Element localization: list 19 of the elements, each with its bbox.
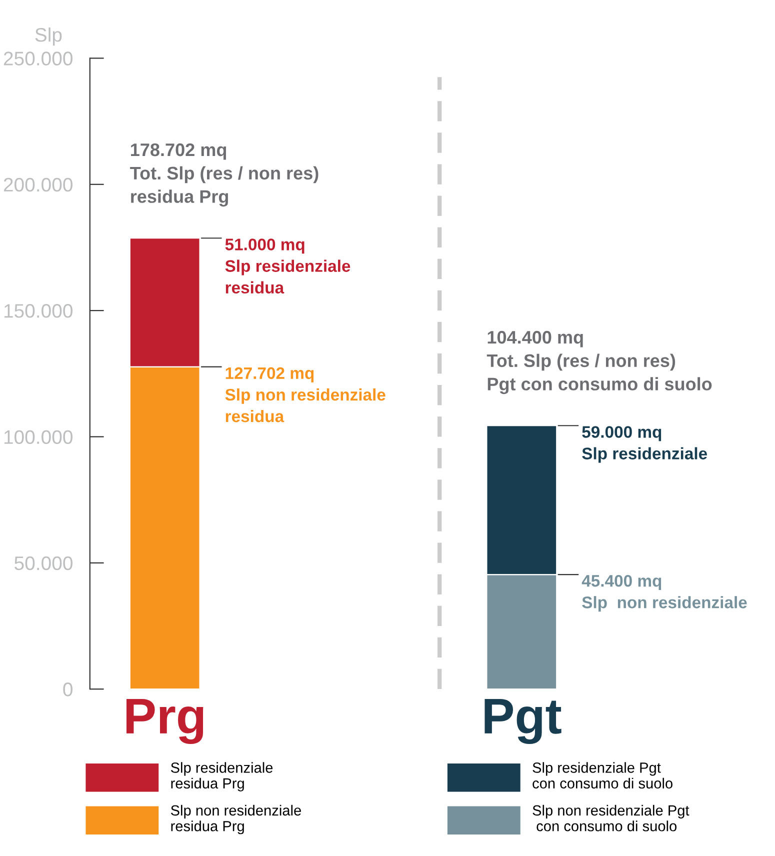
data-label: 45.400 mq Slp non residenziale: [582, 574, 747, 612]
data-label: 127.702 mq Slp non residenziale residua: [225, 367, 386, 422]
y-tick-label: 250.000: [4, 52, 72, 66]
y-tick-label: 150.000: [4, 304, 72, 318]
legend-label: Slp residenziale Pgt con consumo di suolo: [532, 762, 672, 789]
y-tick-label: 0: [63, 682, 72, 696]
legend-label: Slp residenziale residua Prg: [170, 762, 273, 792]
legend-label: Slp non residenziale Pgt con consumo di suolo: [532, 804, 690, 832]
data-label: 51.000 mq Slp residenziale residua: [225, 238, 350, 294]
legend-label: Slp non residenziale residua Prg: [170, 804, 301, 834]
x-tick-label: Pgt: [484, 699, 562, 744]
y-axis-title: Slp: [35, 27, 62, 46]
total-label: 104.400 mq Tot. Slp (res / non res) Pgt con consumo di suolo: [486, 330, 712, 394]
y-tick-label: 100.000: [4, 430, 72, 444]
y-tick-label: 50.000: [14, 556, 72, 570]
data-label: 59.000 mq Slp residenziale: [582, 426, 708, 463]
total-label: 178.702 mq Tot. Slp (res / non res) residua Prg: [130, 143, 318, 207]
y-tick-label: 200.000: [4, 178, 72, 192]
x-tick-label: Prg: [126, 699, 204, 744]
